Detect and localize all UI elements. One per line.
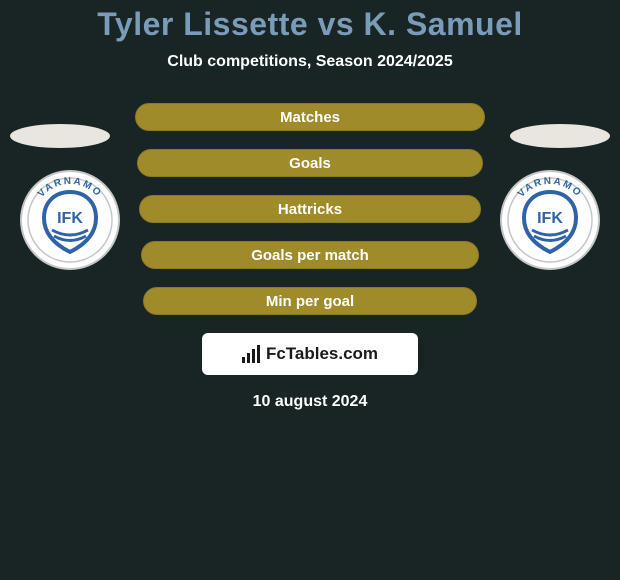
- metric-label: Hattricks: [278, 202, 342, 217]
- branding-badge: FcTables.com: [202, 333, 418, 375]
- metric-bar: Hattricks: [139, 195, 481, 223]
- metric-bar: Goals per match: [141, 241, 479, 269]
- player-left-avatar-placeholder: [10, 124, 110, 148]
- player-right-avatar-placeholder: [510, 124, 610, 148]
- snapshot-date: 10 august 2024: [0, 393, 620, 411]
- branding-text: FcTables.com: [266, 344, 378, 364]
- metric-bar: Min per goal: [143, 287, 477, 315]
- comparison-subtitle: Club competitions, Season 2024/2025: [0, 53, 620, 71]
- comparison-title: Tyler Lissette vs K. Samuel: [0, 0, 620, 43]
- player-left-club-badge: VARNAMO IFK: [20, 170, 120, 270]
- metric-label: Matches: [280, 110, 340, 125]
- metric-label: Goals per match: [251, 248, 369, 263]
- metric-row: Min per goal: [0, 287, 620, 315]
- metric-bar: Matches: [135, 103, 485, 131]
- metric-label: Goals: [289, 156, 331, 171]
- player-right-club-badge: VARNAMO IFK: [500, 170, 600, 270]
- bar-chart-icon: [242, 345, 260, 363]
- svg-text:IFK: IFK: [57, 210, 83, 227]
- metric-bar: Goals: [137, 149, 483, 177]
- svg-text:IFK: IFK: [537, 210, 563, 227]
- metric-label: Min per goal: [266, 294, 354, 309]
